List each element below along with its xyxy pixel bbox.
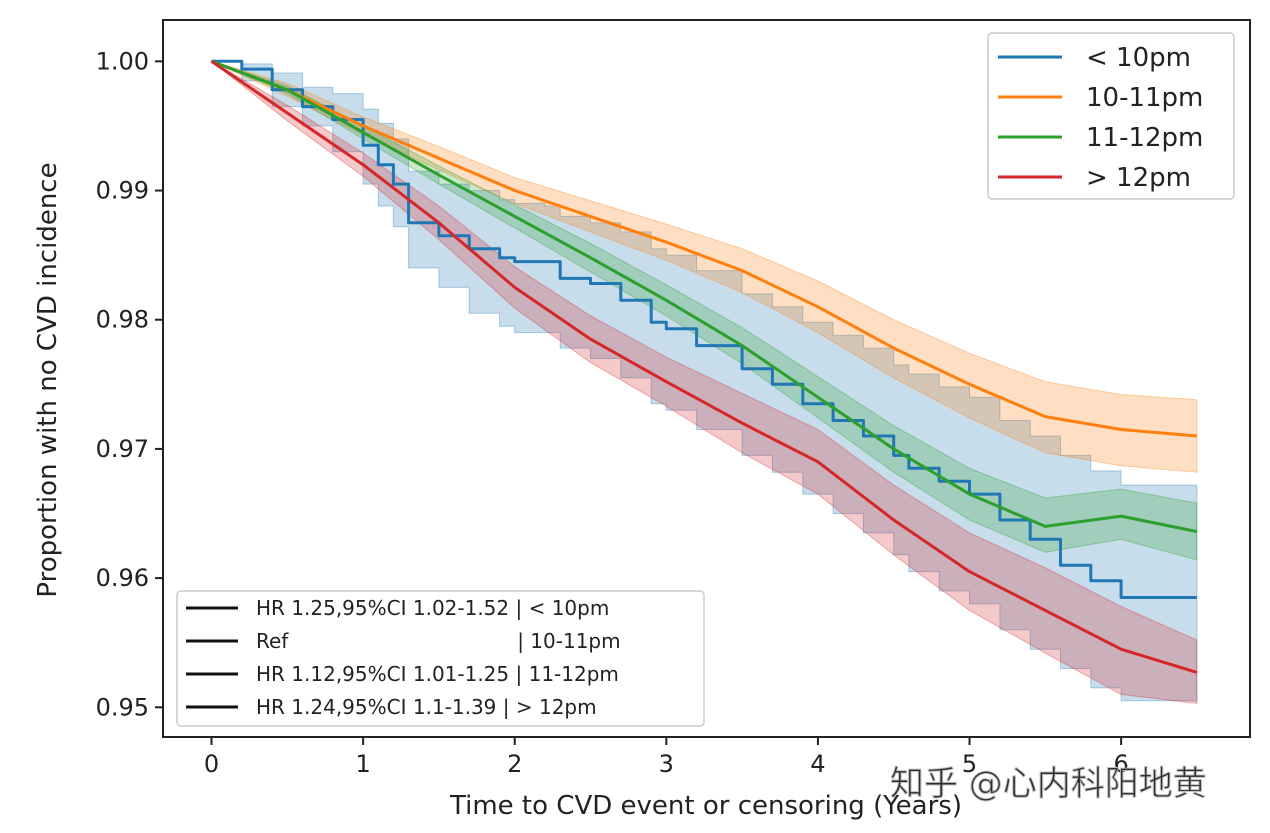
hr-annotation: HR 1.25,95%CI 1.02-1.52 | < 10pm xyxy=(256,596,609,620)
series-1-line xyxy=(210,59,1198,438)
series-3-line xyxy=(210,60,1198,674)
x-tick-label: 0 xyxy=(204,750,219,778)
y-tick-label: 0.97 xyxy=(96,435,149,463)
x-axis: 0 1 2 3 4 5 6 xyxy=(204,737,1129,778)
legend: < 10pm 10-11pm 11-12pm > 12pm xyxy=(987,32,1235,200)
x-tick-label: 3 xyxy=(659,750,674,778)
legend-label: 11-12pm xyxy=(1086,123,1203,153)
x-tick-label: 1 xyxy=(355,750,370,778)
y-tick-label: 0.95 xyxy=(96,693,149,721)
y-tick-label: 1.00 xyxy=(96,47,149,75)
y-tick-label: 0.98 xyxy=(96,306,149,334)
series-lines xyxy=(210,59,1198,674)
hr-annotation: HR 1.12,95%CI 1.01-1.25 | 11-12pm xyxy=(256,662,619,686)
x-tick-label: 5 xyxy=(962,750,977,778)
series-0-ci-band xyxy=(211,60,1198,702)
legend-label: 10-11pm xyxy=(1086,83,1203,113)
y-axis: 0.95 0.96 0.97 0.98 0.99 1.00 xyxy=(96,47,163,721)
y-tick-label: 0.96 xyxy=(96,564,149,592)
hr-box xyxy=(176,590,705,727)
series-2-line xyxy=(210,59,1198,534)
y-tick-label: 0.99 xyxy=(96,177,149,205)
x-tick-label: 2 xyxy=(507,750,522,778)
watermark: 知乎 @心内科阳地黄 xyxy=(890,764,1207,804)
legend-label: > 12pm xyxy=(1086,163,1191,193)
x-axis-label: Time to CVD event or censoring (Years) xyxy=(449,791,962,821)
hr-annotation-box: HR 1.25,95%CI 1.02-1.52 | < 10pm Ref | 10… xyxy=(176,590,705,727)
hr-annotation: HR 1.24,95%CI 1.1-1.39 | > 12pm xyxy=(256,695,597,719)
legend-label: < 10pm xyxy=(1086,43,1191,73)
x-tick-label: 4 xyxy=(810,750,825,778)
plot-frame xyxy=(162,19,1251,738)
hr-annotation: Ref | 10-11pm xyxy=(256,629,621,653)
y-axis-label: Proportion with no CVD incidence xyxy=(33,162,63,597)
legend-box xyxy=(987,32,1235,200)
x-tick-label: 6 xyxy=(1113,750,1128,778)
